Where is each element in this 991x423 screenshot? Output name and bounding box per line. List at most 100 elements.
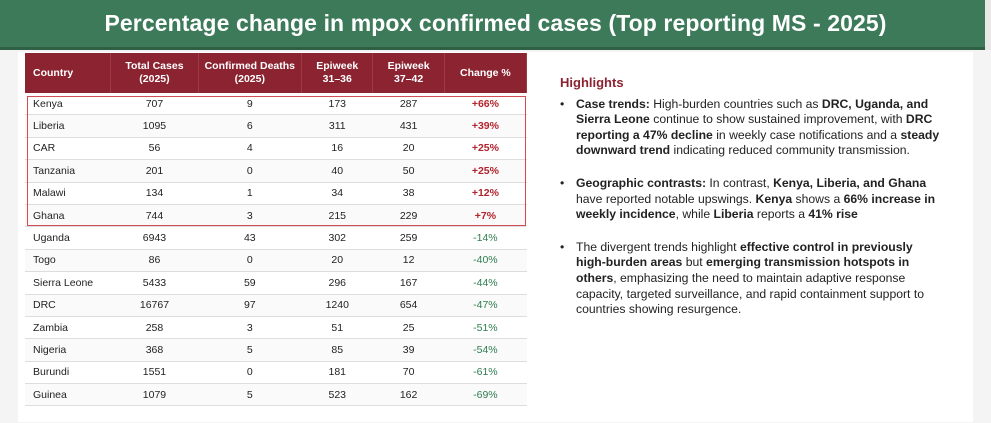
cell-country: Tanzania <box>25 159 111 183</box>
cell-epiweek-31-36: 16 <box>301 137 373 161</box>
bold-text: Geographic contrasts: <box>576 175 707 190</box>
bold-text: Kenya <box>755 191 793 206</box>
body-text: High-burden countries such as <box>649 96 822 111</box>
table-row: CAR 56 4 16 20 +25% <box>25 137 527 161</box>
body-text: , emphasizing the need to maintain adapt… <box>576 270 924 317</box>
cell-epiweek-31-36: 85 <box>301 338 373 362</box>
cell-change: -47% <box>444 294 527 317</box>
table-row: Liberia 1095 6 311 431 +39% <box>25 114 527 138</box>
cell-country: Guinea <box>25 383 111 407</box>
cell-change: +12% <box>444 182 527 205</box>
cell-epiweek-31-36: 181 <box>301 361 373 385</box>
cell-country: Ghana <box>25 204 111 228</box>
bullet-dot-icon: • <box>560 175 565 190</box>
cell-epiweek-37-42: 287 <box>372 93 445 116</box>
header-edge <box>985 0 991 50</box>
table-row: Ghana 744 3 215 229 +7% <box>25 204 527 228</box>
cell-epiweek-37-42: 70 <box>372 361 445 385</box>
cell-country: Kenya <box>25 93 111 116</box>
table-row: Tanzania 201 0 40 50 +25% <box>25 159 527 183</box>
cell-deaths: 43 <box>198 226 302 250</box>
col-deaths-header: Confirmed Deaths (2025) <box>198 53 303 93</box>
table-row: Burundi 1551 0 181 70 -61% <box>25 361 527 385</box>
highlights-list: • Case trends: High-burden countries such… <box>560 97 940 318</box>
col-epiweek2-header: Epiweek 37–42 <box>372 53 445 93</box>
bold-text: Liberia <box>713 207 754 222</box>
cell-epiweek-37-42: 654 <box>372 294 445 317</box>
body-text: In contrast, <box>706 175 774 190</box>
cell-total-cases: 368 <box>110 338 199 362</box>
cell-country: Malawi <box>25 182 111 205</box>
cell-country: Burundi <box>25 361 111 385</box>
cell-deaths: 0 <box>198 361 302 385</box>
cell-total-cases: 1095 <box>110 114 199 138</box>
cell-change: +66% <box>444 93 527 116</box>
table-row: Nigeria 368 5 85 39 -54% <box>25 338 527 362</box>
cell-deaths: 5 <box>198 338 302 362</box>
bold-text: emerging transmission hotspots in others <box>576 255 910 285</box>
cell-epiweek-31-36: 40 <box>301 159 373 183</box>
table-row: Guinea 1079 5 523 162 -69% <box>25 383 527 407</box>
highlights-panel: Highlights • Case trends: High-burden cou… <box>560 75 940 335</box>
cell-country: Togo <box>25 249 111 273</box>
body-text: The divergent trends highlight <box>576 239 740 254</box>
cell-total-cases: 134 <box>110 182 199 205</box>
highlight-bullet: • The divergent trends highlight effectiv… <box>560 240 940 318</box>
table-row: Uganda 6943 43 302 259 -14% <box>25 226 527 250</box>
cell-deaths: 6 <box>198 114 302 138</box>
cell-change: +7% <box>444 204 527 228</box>
cell-change: -40% <box>444 249 527 273</box>
body-text: continue to show sustained improvement, … <box>649 112 906 127</box>
body-text: shows a <box>792 191 844 206</box>
title-bar: Percentage change in mpox confirmed case… <box>0 0 991 50</box>
cell-country: CAR <box>25 137 111 161</box>
body-text: indicating reduced community transmissio… <box>670 143 910 158</box>
table-row: Malawi 134 1 34 38 +12% <box>25 182 527 205</box>
cell-total-cases: 56 <box>110 137 199 161</box>
table-row: Zambia 258 3 51 25 -51% <box>25 316 527 340</box>
bold-text: effective control in previously high-bur… <box>576 239 913 270</box>
mpox-cases-table: Country Total Cases (2025) Confirmed Dea… <box>25 53 528 407</box>
cell-deaths: 1 <box>198 182 302 205</box>
cell-deaths: 0 <box>198 159 302 183</box>
table-header-row: Country Total Cases (2025) Confirmed Dea… <box>25 53 528 93</box>
cell-change: -61% <box>444 361 527 385</box>
cell-epiweek-37-42: 20 <box>372 137 445 161</box>
page-title: Percentage change in mpox confirmed case… <box>104 10 887 36</box>
table-row: Sierra Leone 5433 59 296 167 -44% <box>25 271 527 295</box>
body-text: , while <box>675 207 714 222</box>
cell-epiweek-37-42: 167 <box>372 271 445 295</box>
cell-epiweek-37-42: 39 <box>372 338 445 362</box>
cell-deaths: 59 <box>198 271 302 295</box>
cell-deaths: 3 <box>198 204 302 228</box>
cell-total-cases: 258 <box>110 316 199 340</box>
highlight-bullet: • Geographic contrasts: In contrast, Keny… <box>560 176 940 223</box>
col-epiweek1-header: Epiweek 31–36 <box>301 53 374 93</box>
cell-total-cases: 744 <box>110 204 199 228</box>
cell-epiweek-31-36: 296 <box>301 271 373 295</box>
bold-text: steady downward trend <box>576 127 940 158</box>
cell-epiweek-37-42: 50 <box>372 159 445 183</box>
highlight-bullet: • Case trends: High-burden countries such… <box>560 97 940 159</box>
cell-epiweek-31-36: 1240 <box>301 294 373 317</box>
cell-epiweek-31-36: 523 <box>301 383 373 407</box>
cell-epiweek-31-36: 20 <box>301 249 373 273</box>
bold-text: 66% increase in weekly incidence <box>576 191 936 222</box>
table-row: Togo 86 0 20 12 -40% <box>25 249 527 273</box>
cell-country: DRC <box>25 294 111 317</box>
cell-epiweek-31-36: 302 <box>301 226 373 250</box>
cell-epiweek-37-42: 431 <box>372 114 445 138</box>
cell-country: Zambia <box>25 316 111 340</box>
bold-text: DRC reporting a 47% decline <box>576 112 933 142</box>
bullet-dot-icon: • <box>560 96 565 111</box>
body-text: have reported notable upswings. <box>576 191 756 206</box>
cell-change: -51% <box>444 316 527 340</box>
cell-change: -44% <box>444 271 527 295</box>
cell-country: Uganda <box>25 226 111 250</box>
cell-change: +25% <box>444 137 527 161</box>
cell-epiweek-31-36: 215 <box>301 204 373 228</box>
cell-total-cases: 5433 <box>110 271 199 295</box>
cell-total-cases: 86 <box>110 249 199 273</box>
cell-change: -14% <box>444 226 527 250</box>
col-total-cases-header: Total Cases (2025) <box>110 53 199 93</box>
